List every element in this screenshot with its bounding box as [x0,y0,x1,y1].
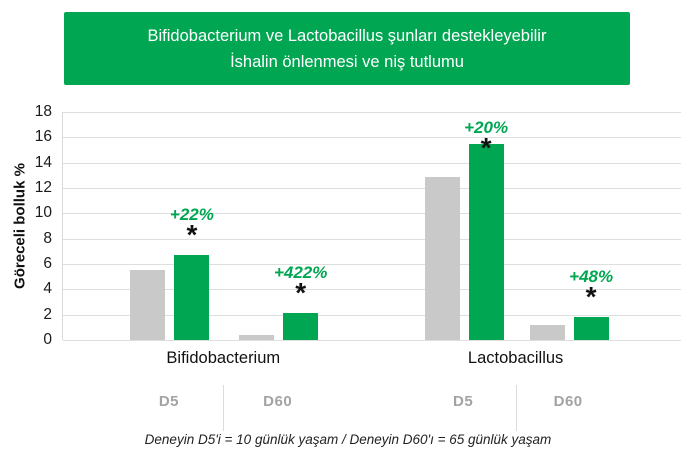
bar-pair: +422% * [239,263,327,340]
title-line-1: Bifidobacterium ve Lactobacillus şunları… [147,26,547,45]
treatment-bar [573,317,609,340]
gridline [63,314,681,316]
bar-pair: +20% * [424,118,508,340]
control-bar [239,334,275,340]
day-label: D60 [263,393,293,410]
treatment-bar [174,255,210,340]
treatment-bar [468,143,504,340]
title-line-2: İshalin önlenmesi ve niş tutlumu [230,52,464,71]
control-bar [130,270,166,340]
percent-change-label: +22% [169,205,214,225]
day-label: D60 [553,393,583,410]
y-tick-label: 4 [43,280,52,298]
day-label: D5 [158,393,179,410]
significance-annotation: +20% * [464,118,508,162]
treatment-bar [283,313,319,340]
title-banner: Bifidobacterium ve Lactobacillus şunları… [64,12,630,85]
day-separator [515,385,517,431]
gridline [63,162,681,164]
x-axis-labels: Bifidobacterium D5 D60 Lactobacillus D5 D60 [62,341,680,433]
y-tick-label: 6 [43,255,52,272]
gridline [63,112,681,113]
control-bar [529,324,565,340]
plot-area: +22% * +422% * +20% * +48% * [62,112,681,341]
gridline [63,188,681,189]
footnote: Deneyin D5'i = 10 günlük yaşam / Deneyin… [144,432,552,447]
y-tick-label: 10 [34,204,52,222]
gridline [63,137,681,139]
percent-change-label: +20% [464,118,509,137]
day-label: D5 [452,393,474,410]
gridline [63,213,681,215]
significance-asterisk: * [186,219,198,251]
control-bar [424,176,460,340]
family-label: Bifidobacterium [166,349,281,367]
y-tick-label: 2 [43,305,52,323]
significance-asterisk: * [585,281,597,313]
y-tick-label: 8 [43,229,52,247]
significance-asterisk: * [480,132,492,163]
significance-asterisk: * [295,277,307,309]
gridline [63,340,681,341]
percent-change-label: +422% [273,263,328,283]
bar-pair: +22% * [130,205,214,340]
bar-pair: +48% * [529,267,613,340]
y-tick-label: 16 [34,128,52,146]
gridline [63,289,681,291]
y-tick-label: 18 [34,103,52,120]
significance-annotation: +422% * [274,263,327,307]
y-axis-ticks: 0 2 4 6 8 10 12 14 16 18 [0,103,56,348]
y-tick-label: 0 [43,331,52,348]
significance-annotation: +22% * [170,205,214,249]
gridline [63,238,681,240]
significance-annotation: +48% * [569,267,613,311]
day-separator [223,385,225,431]
y-tick-label: 12 [34,179,52,196]
gridline [63,264,681,265]
percent-change-label: +48% [569,267,614,287]
family-label: Lactobacillus [467,349,564,367]
y-tick-label: 14 [34,153,52,171]
